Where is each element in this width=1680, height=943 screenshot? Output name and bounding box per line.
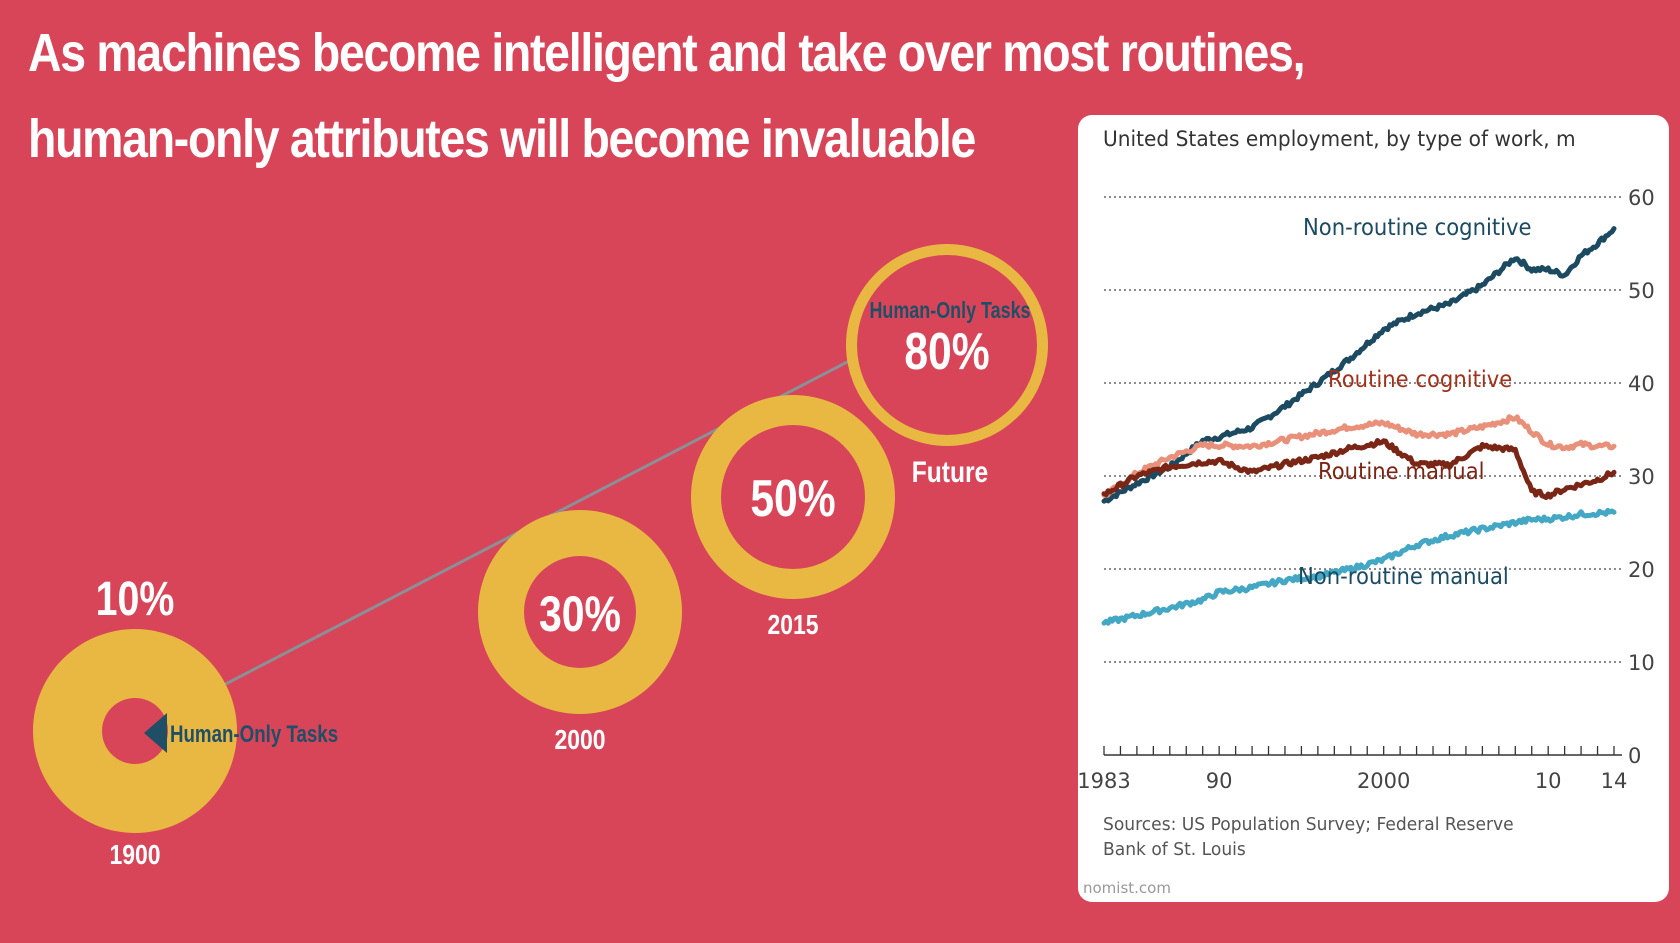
ring-hole-future: [857, 255, 1037, 435]
percent-future: 80%: [904, 323, 989, 381]
year-2015: 2015: [767, 610, 818, 641]
series-label: Non-routine manual: [1298, 563, 1509, 590]
year-1900: 1900: [109, 840, 160, 871]
series-line-routine-manual: [1101, 438, 1617, 500]
milestone-2000: 30% 2000: [478, 510, 682, 756]
employment-chart: United States employment, by type of wor…: [1078, 127, 1655, 897]
milestone-future: Human-Only Tasks 80% Future: [846, 244, 1048, 489]
year-2000: 2000: [554, 725, 605, 756]
milestone-2015: 50% 2015: [691, 395, 895, 641]
x-tick-label: 2000: [1357, 769, 1410, 793]
chart-title: United States employment, by type of wor…: [1103, 127, 1576, 151]
y-tick-label: 30: [1628, 465, 1655, 489]
chart-source-line-2: Bank of St. Louis: [1103, 840, 1246, 861]
x-tick-label: 14: [1601, 769, 1628, 793]
milestone-1900: 10% 1900 Human-Only Tasks: [33, 572, 338, 871]
x-axis: 1983 90 2000 10 14: [1078, 746, 1627, 793]
chart-credit: nomist.com: [1083, 879, 1171, 897]
x-tick-label: 1983: [1078, 769, 1131, 793]
human-only-legend-label: Human-Only Tasks: [170, 721, 338, 748]
x-tick-label: 90: [1206, 769, 1233, 793]
ring-hole-2015: [721, 425, 865, 569]
y-tick-label: 60: [1628, 186, 1655, 210]
timeline-infographic: 10% 1900 Human-Only Tasks 30% 2000 50% 2…: [33, 244, 1048, 871]
chart-source-line-1: Sources: US Population Survey; Federal R…: [1103, 815, 1514, 836]
series-line-routine-cognitive: [1101, 414, 1617, 498]
x-tick-label: 10: [1535, 769, 1562, 793]
y-tick-label: 10: [1628, 651, 1655, 675]
series-label: Non-routine cognitive: [1303, 214, 1532, 241]
y-tick-label: 20: [1628, 558, 1655, 582]
employment-chart-card: United States employment, by type of wor…: [1078, 115, 1669, 902]
series-lines: [1101, 226, 1617, 626]
percent-2015: 50%: [750, 470, 835, 528]
percent-2000: 30%: [539, 586, 621, 642]
y-tick-label: 40: [1628, 372, 1655, 396]
percent-1900: 10%: [96, 572, 175, 626]
series-label: Routine manual: [1318, 458, 1485, 485]
headline-line-2: human-only attributes will become invalu…: [28, 109, 976, 169]
series-line-non-routine-manual: [1101, 507, 1617, 626]
gridlines: [1104, 196, 1622, 663]
year-future: Future: [912, 455, 989, 489]
future-inner-label: Human-Only Tasks: [869, 298, 1030, 324]
headline-line-1: As machines become intelligent and take …: [28, 23, 1305, 83]
series-labels: Non-routine cognitive Routine cognitive Ro…: [1298, 214, 1532, 590]
ring-hole-1900: [102, 698, 168, 764]
ring-hole-2000: [524, 556, 636, 668]
pointer-arrow-icon: [144, 713, 167, 753]
y-tick-label: 0: [1628, 744, 1641, 768]
y-tick-label: 50: [1628, 279, 1655, 303]
series-label: Routine cognitive: [1328, 366, 1512, 393]
y-axis-ticks: 0 10 20 30 40 50 60: [1628, 186, 1655, 768]
